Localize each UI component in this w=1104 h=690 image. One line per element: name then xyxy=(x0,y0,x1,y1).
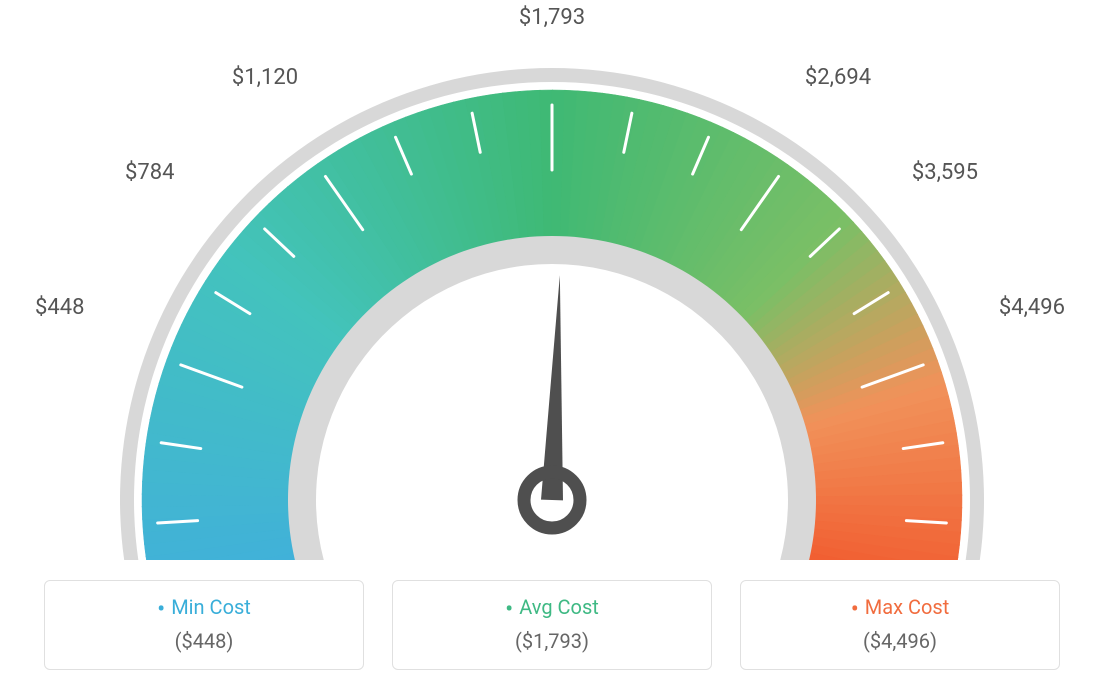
legend-card-avg: Avg Cost ($1,793) xyxy=(392,580,712,670)
gauge-chart xyxy=(0,0,1104,560)
legend-card-min: Min Cost ($448) xyxy=(44,580,364,670)
cost-gauge-widget: $448 $784 $1,120 $1,793 $2,694 $3,595 $4,496 M… xyxy=(0,0,1104,690)
gauge-scale-label: $3,595 xyxy=(912,160,978,185)
legend-card-max: Max Cost ($4,496) xyxy=(740,580,1060,670)
gauge-scale-label: $448 xyxy=(35,295,84,320)
gauge-svg xyxy=(0,0,1104,560)
gauge-scale-label: $4,496 xyxy=(999,295,1065,320)
legend-min-value: ($448) xyxy=(45,629,363,653)
gauge-scale-label: $784 xyxy=(125,160,174,185)
legend-max-label: Max Cost xyxy=(741,595,1059,619)
gauge-scale-label: $2,694 xyxy=(805,65,871,90)
legend-min-label: Min Cost xyxy=(45,595,363,619)
gauge-scale-label: $1,793 xyxy=(519,5,585,30)
gauge-scale-label: $1,120 xyxy=(232,65,298,90)
legend-avg-value: ($1,793) xyxy=(393,629,711,653)
legend-row: Min Cost ($448) Avg Cost ($1,793) Max Co… xyxy=(0,580,1104,670)
legend-avg-label: Avg Cost xyxy=(393,595,711,619)
legend-max-value: ($4,496) xyxy=(741,629,1059,653)
